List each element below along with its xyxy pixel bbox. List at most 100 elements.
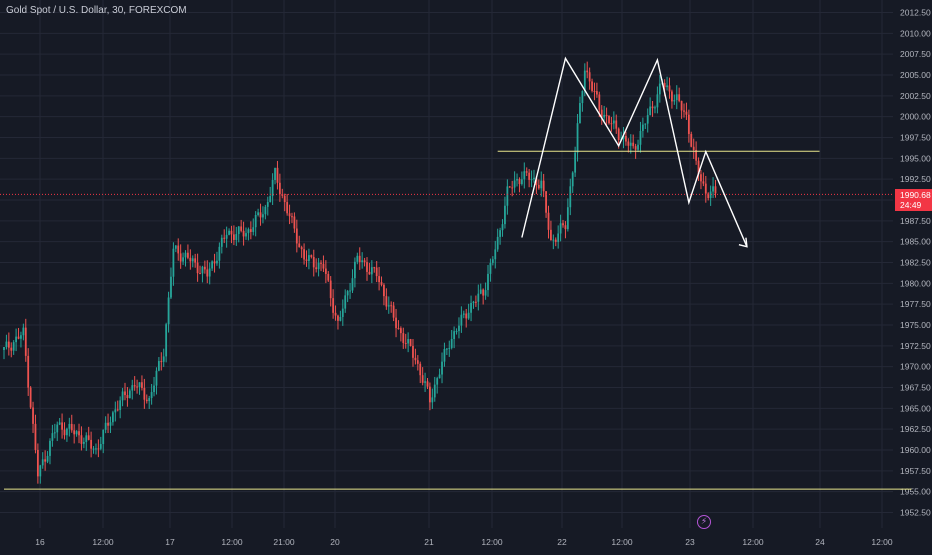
candle-body — [465, 313, 468, 319]
candle-body — [583, 70, 586, 92]
candle-body — [528, 172, 531, 180]
y-tick-label: 1965.00 — [900, 403, 931, 413]
candle-body — [24, 327, 27, 356]
candle-body — [445, 348, 448, 350]
candle-body — [448, 347, 451, 349]
candle-body — [392, 305, 395, 318]
candle-body — [179, 253, 182, 262]
candle-body — [622, 135, 625, 140]
candle-body — [10, 347, 13, 351]
y-tick-label: 1962.50 — [900, 424, 931, 434]
candle-body — [363, 260, 366, 263]
candle-body — [208, 268, 211, 277]
x-tick-label: 12:00 — [742, 537, 764, 547]
x-tick-label: 16 — [35, 537, 45, 547]
candle-body — [467, 312, 470, 319]
y-tick-label: 2002.50 — [900, 91, 931, 101]
candle-body — [56, 424, 59, 433]
candle-body — [66, 428, 68, 436]
x-tick-label: 12:00 — [221, 537, 243, 547]
candle-body — [477, 293, 480, 302]
candle-body — [421, 375, 424, 383]
candle-body — [196, 262, 199, 274]
candle-body — [90, 439, 93, 449]
candle-body — [288, 213, 291, 217]
candle-body — [174, 245, 177, 249]
candle-body — [80, 435, 83, 444]
candle-body — [700, 174, 702, 182]
candle-body — [220, 237, 223, 247]
candle-body — [431, 397, 434, 403]
candle-body — [395, 317, 397, 329]
candle-body — [315, 267, 318, 270]
candle-body — [310, 255, 313, 257]
candle-body — [649, 106, 652, 116]
y-tick-label: 1967.50 — [900, 383, 931, 393]
candle-body — [201, 266, 204, 274]
candle-body — [615, 120, 618, 129]
candle-body — [441, 361, 443, 375]
candle-body — [203, 266, 206, 270]
candle-body — [697, 160, 700, 175]
candle-body — [424, 381, 426, 383]
candle-body — [501, 224, 504, 231]
candle-body — [194, 258, 197, 263]
candle-body — [482, 289, 485, 296]
candle-body — [162, 356, 165, 362]
candle-body — [690, 133, 693, 147]
y-tick-label: 1977.50 — [900, 299, 931, 309]
candle-body — [46, 455, 49, 462]
candle-body — [337, 315, 339, 321]
candle-body — [63, 429, 66, 436]
candle-body — [658, 83, 661, 95]
candle-body — [535, 177, 538, 185]
candle-body — [165, 324, 168, 357]
candle-body — [68, 423, 71, 429]
candle-body — [305, 259, 308, 261]
candle-body — [216, 260, 218, 264]
candle-body — [85, 435, 88, 442]
candle-body — [320, 262, 322, 264]
candle-body — [404, 343, 407, 345]
candle-body — [707, 193, 710, 199]
candle-body — [370, 267, 373, 275]
candle-body — [368, 271, 371, 275]
candle-body — [34, 423, 37, 450]
candle-body — [673, 100, 676, 102]
last-price-tag: 1990.68 24:49 — [895, 189, 932, 211]
candle-body — [170, 276, 172, 298]
candle-body — [73, 430, 76, 435]
candle-body — [588, 72, 591, 82]
candle-body — [610, 123, 613, 125]
y-tick-label: 1955.00 — [900, 487, 931, 497]
candle-body — [245, 233, 247, 237]
candle-body — [324, 268, 327, 274]
candle-body — [133, 385, 136, 387]
candle-body — [53, 432, 56, 434]
candle-body — [252, 227, 255, 232]
candle-body — [637, 144, 639, 150]
candle-body — [104, 422, 107, 430]
candle-body — [281, 194, 284, 196]
candle-body — [547, 212, 550, 230]
candle-body — [75, 431, 78, 435]
candle-body — [22, 327, 25, 336]
candle-body — [346, 291, 349, 296]
candle-body — [143, 388, 146, 400]
candle-body — [634, 146, 637, 150]
candle-body — [562, 223, 564, 226]
candle-body — [300, 247, 303, 250]
candle-body — [225, 234, 228, 239]
candle-body — [639, 130, 642, 145]
candle-body — [586, 70, 589, 73]
candle-body — [329, 280, 332, 299]
x-tick-label: 22 — [557, 537, 567, 547]
candle-body — [17, 336, 20, 339]
lightning-icon[interactable]: ⚡ — [697, 515, 711, 529]
candle-body — [131, 385, 134, 391]
y-tick-label: 1987.50 — [900, 216, 931, 226]
candle-body — [184, 252, 187, 258]
candle-body — [436, 378, 439, 385]
